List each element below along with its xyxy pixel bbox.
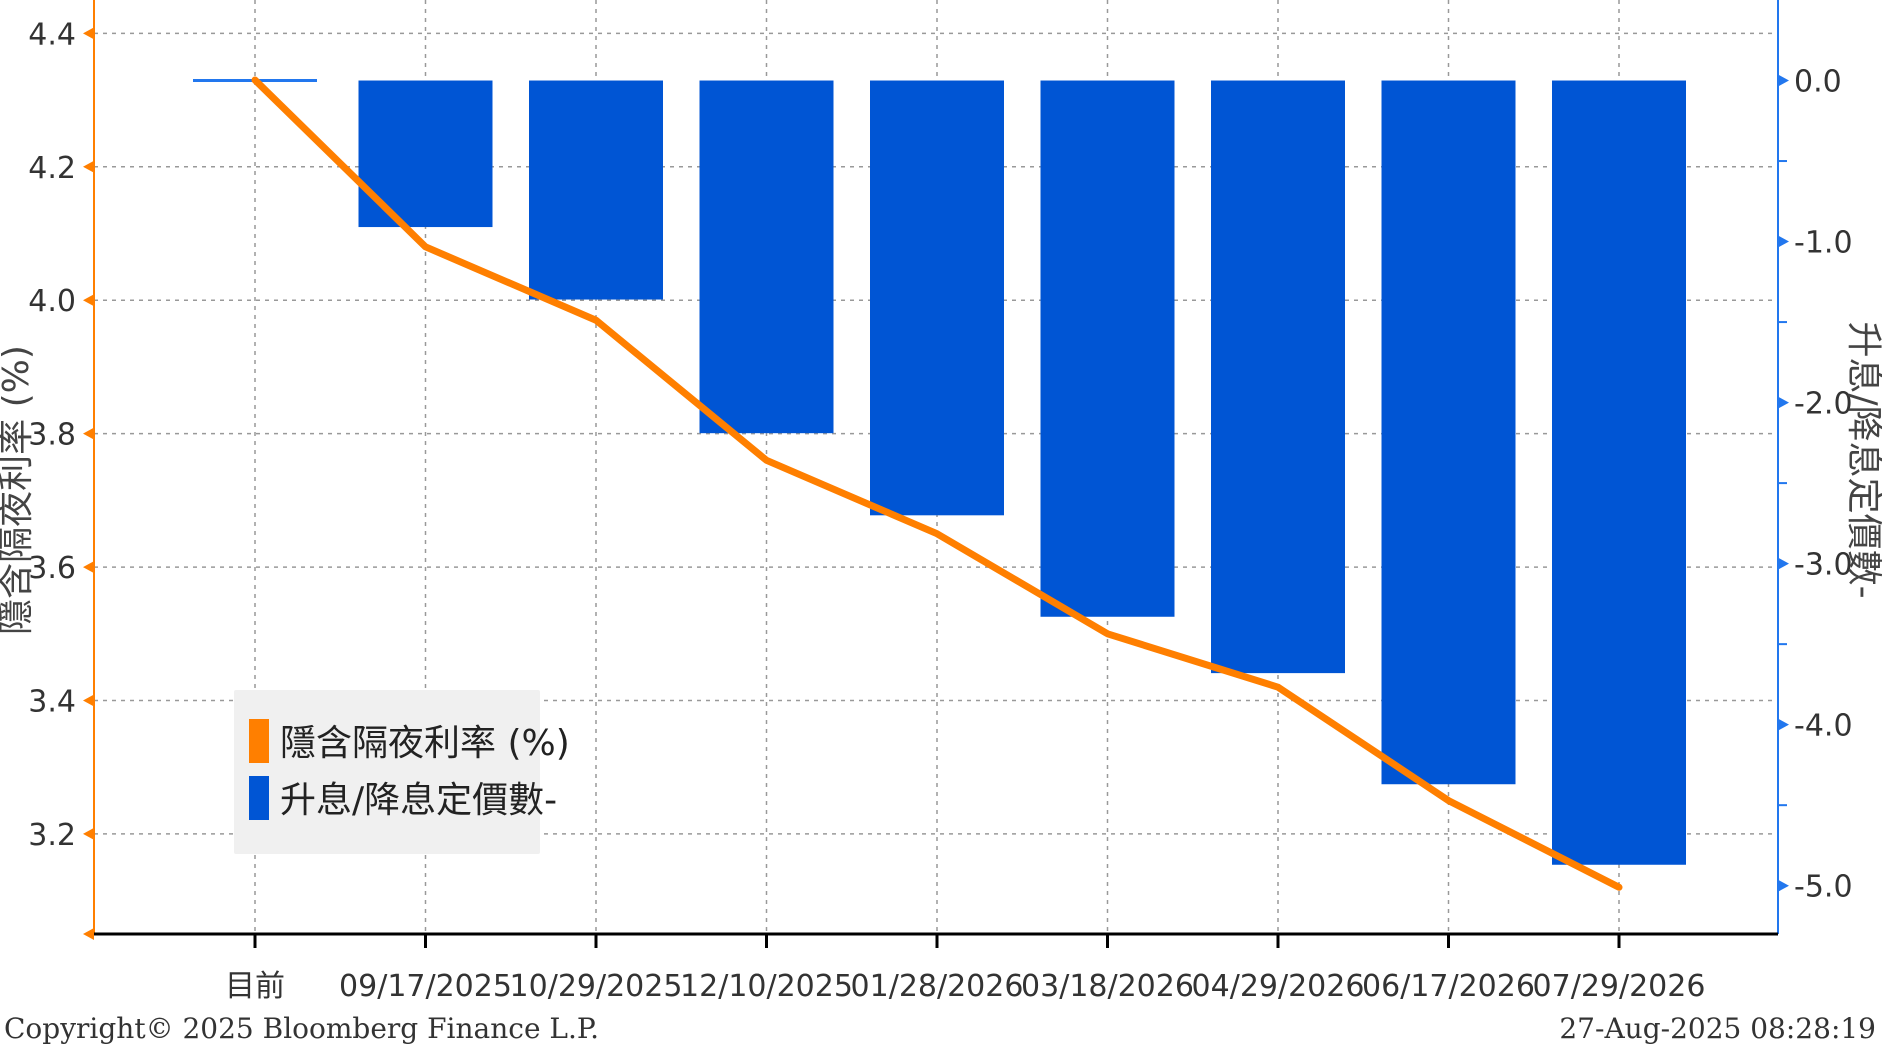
right-tick-label-4: -4.0 (1794, 709, 1853, 744)
line-path (251, 76, 1623, 891)
copyright-text: Copyright© 2025 Bloomberg Finance L.P. (4, 1012, 599, 1045)
right-tick-label-2: -2.0 (1794, 387, 1853, 422)
left-tick-mark-end (83, 928, 94, 940)
left-tick-mark-4 (83, 294, 94, 307)
line-series (251, 76, 1623, 891)
legend-label-bar: 升息/降息定價數- (280, 780, 557, 821)
bar-5 (1040, 80, 1175, 617)
right-tick-mark-1 (1778, 235, 1789, 248)
x-tick-label-3: 12/10/2025 (680, 969, 853, 1004)
left-axis-ticks: 3.2 3.4 3.6 3.8 4.0 4.2 4.4 (28, 17, 94, 940)
bar-series (193, 79, 1686, 865)
left-tick-label-1: 3.4 (28, 685, 76, 720)
right-tick-mark-0 (1778, 74, 1789, 87)
x-tick-label-5: 03/18/2026 (1021, 969, 1194, 1004)
x-tick-label-4: 01/28/2026 (851, 969, 1024, 1004)
right-tick-mark-2 (1778, 396, 1789, 409)
left-tick-label-6: 4.4 (28, 17, 76, 52)
x-tick-label-1: 09/17/2025 (339, 969, 512, 1004)
left-tick-label-5: 4.2 (28, 151, 76, 186)
x-tick-label-8: 07/29/2026 (1533, 969, 1706, 1004)
legend: 隱含隔夜利率 (%) 升息/降息定價數- (234, 690, 570, 854)
x-tick-label-2: 10/29/2025 (510, 969, 683, 1004)
left-tick-label-2: 3.6 (28, 551, 76, 586)
timestamp-text: 27-Aug-2025 08:28:19 (1559, 1012, 1876, 1045)
right-axis-ticks: 0.0 -1.0 -2.0 -3.0 -4.0 -5.0 (1778, 65, 1853, 905)
right-tick-label-0: 0.0 (1794, 65, 1842, 100)
left-tick-mark-5 (83, 160, 94, 173)
x-tick-label-6: 04/29/2026 (1192, 969, 1365, 1004)
left-tick-label-0: 3.2 (28, 818, 76, 853)
left-tick-mark-2 (83, 561, 94, 574)
x-axis-ticks: 目前 09/17/202510/29/202512/10/202501/28/20… (225, 934, 1705, 1004)
chart: 3.2 3.4 3.6 3.8 4.0 4.2 4.4 0.0 -1.0 -2.0 -3.0 -4.… (0, 0, 1882, 1004)
bar-2 (529, 80, 663, 300)
bar-4 (870, 80, 1004, 516)
legend-swatch-bar (249, 776, 269, 820)
right-tick-mark-5 (1778, 879, 1789, 892)
left-tick-mark-3 (83, 427, 94, 440)
x-tick-label-0: 目前 (225, 969, 285, 1004)
right-tick-label-5: -5.0 (1794, 870, 1853, 905)
bar-8 (1552, 80, 1686, 865)
legend-background (234, 690, 540, 854)
left-tick-mark-1 (83, 694, 94, 707)
right-tick-mark-3 (1778, 557, 1789, 570)
x-tick-label-7: 06/17/2026 (1362, 969, 1535, 1004)
right-axis-title: 升息/降息定價數- (1843, 321, 1882, 598)
right-tick-label-1: -1.0 (1794, 226, 1853, 261)
right-tick-label-3: -3.0 (1794, 548, 1853, 583)
left-tick-mark-6 (83, 27, 94, 40)
legend-swatch-line (249, 719, 269, 763)
bar-6 (1211, 80, 1345, 674)
bar-3 (699, 80, 834, 434)
bar-7 (1381, 80, 1516, 785)
legend-label-line: 隱含隔夜利率 (%) (280, 723, 570, 764)
left-tick-label-4: 4.0 (28, 284, 76, 319)
left-axis-title: 隱含隔夜利率 (%) (0, 345, 37, 635)
left-tick-label-3: 3.8 (28, 418, 76, 453)
right-tick-mark-4 (1778, 718, 1789, 731)
left-tick-mark-0 (83, 827, 94, 840)
